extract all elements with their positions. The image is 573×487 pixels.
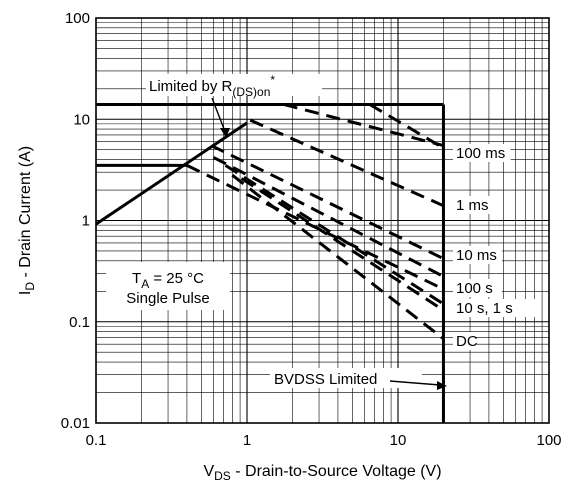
pulse-curve [210,144,445,260]
ta-annotation: TA = 25 °C [132,270,204,291]
y-tick-label: 100 [65,10,90,27]
series-label: 10 s, 1 s [456,300,513,317]
rdson-label-bg [146,74,322,96]
rdson-limit-line [95,121,248,226]
rdson-annotation: Limited by R(DS)on* [149,73,275,99]
pulse-curve [224,164,445,306]
rdson-arrowhead [220,128,230,138]
pulse-curve [231,174,445,340]
series-label-bg [453,279,502,297]
x-tick-label: 100 [536,432,561,449]
pulse-curve [283,103,444,147]
x-axis-title: VDS - Drain-to-Source Voltage (V) [203,463,441,483]
series-label-bg [453,332,477,350]
y-tick-label: 0.1 [69,314,90,331]
pulse-curve [240,177,445,312]
curves [95,102,445,423]
series-label-bg [453,144,511,162]
bvdss-annotation: BVDSS Limited [274,371,377,388]
bvdss-arrowhead [437,381,447,390]
series-label: 100 ms [456,145,505,162]
series-label: DC [456,333,478,350]
bvdss-label-bg [270,368,422,388]
bvdss-arrow [389,380,441,386]
series-label-bg [453,299,537,317]
x-tick-label: 10 [390,432,407,449]
series-label-bg [453,196,494,214]
series-label: 10 ms [456,247,497,264]
y-tick-label: 1 [82,213,90,230]
x-tick-label: 1 [243,432,251,449]
series-label-bg [453,246,502,264]
y-axis-title: ID - Drain Current (A) [17,146,37,295]
ta-label-bg [106,262,230,310]
single-pulse-annotation: Single Pulse [126,290,209,307]
pulse-curve [368,103,445,150]
pulse-curve [249,118,445,208]
y-tick-label: 10 [73,111,90,128]
x-tick-label: 0.1 [86,432,107,449]
series-label: 100 s [456,280,493,297]
pulse-curve [212,156,445,278]
y-tick-label: 0.01 [61,415,90,432]
plot-frame [95,17,550,424]
series-label: 1 ms [456,197,489,214]
